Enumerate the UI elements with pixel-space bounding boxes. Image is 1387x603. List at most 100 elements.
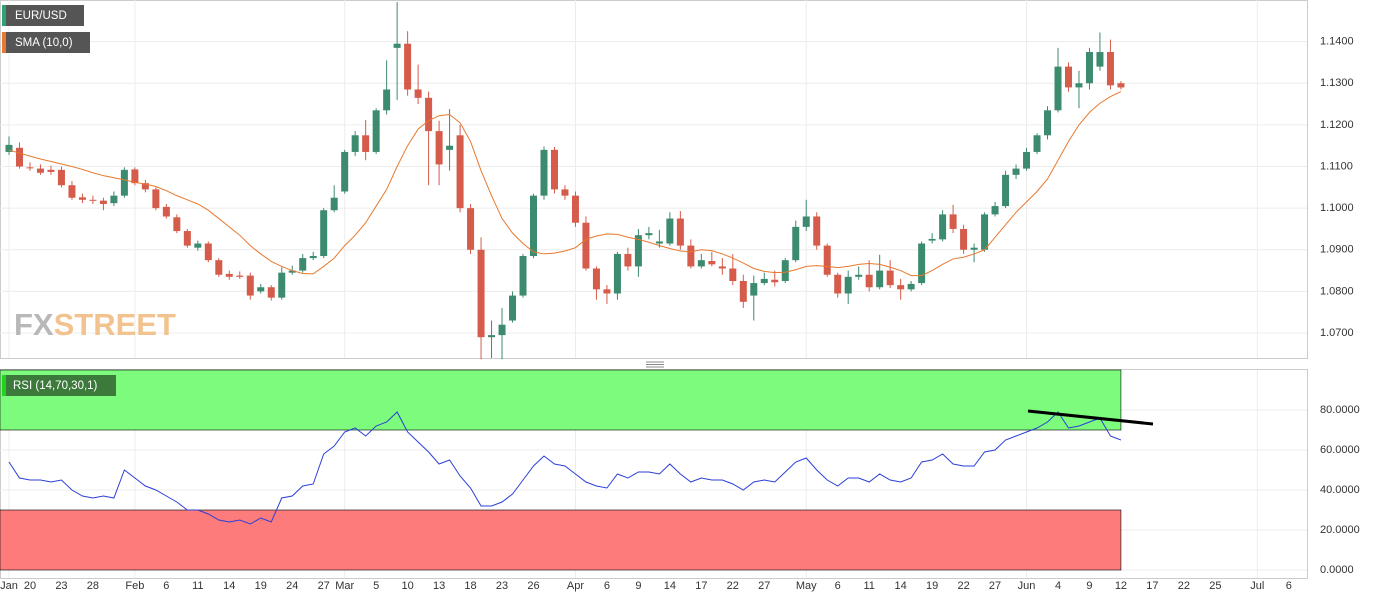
y-tick-label: 1.0800 <box>1320 285 1354 297</box>
x-tick-label: 14 <box>895 580 907 592</box>
candle-body <box>876 270 884 288</box>
panel-handle[interactable] <box>646 361 664 368</box>
legend-label: EUR/USD <box>15 10 67 22</box>
candle-body <box>498 324 506 336</box>
candle-body <box>446 145 454 150</box>
candle-body <box>981 214 989 250</box>
y-tick-label: 80.0000 <box>1320 404 1360 416</box>
candle-body <box>36 168 44 173</box>
candle-body <box>267 287 275 298</box>
candle-body <box>928 238 936 241</box>
candle-body <box>351 135 359 152</box>
x-tick-label: 4 <box>1055 580 1061 592</box>
candle-body <box>1033 135 1041 152</box>
legend-rsi: RSI (14,70,30,1) <box>2 375 116 396</box>
candle-body <box>718 266 726 269</box>
candle-body <box>750 283 758 296</box>
candle-body <box>152 189 160 209</box>
rsi-line <box>8 411 1122 525</box>
y-tick-label: 40.0000 <box>1320 484 1360 496</box>
candle-body <box>204 243 212 261</box>
legend-box <box>2 5 84 26</box>
x-tick-label: 17 <box>1146 580 1158 592</box>
x-tick-label: 6 <box>163 580 169 592</box>
watermark-street: STREET <box>54 307 176 342</box>
x-tick-label: May <box>796 580 817 592</box>
x-tick-label: 5 <box>373 580 379 592</box>
candle-body <box>1096 52 1104 67</box>
x-tick-label: Jul <box>1250 580 1264 592</box>
x-tick-label: 14 <box>223 580 235 592</box>
candle-body <box>362 135 370 152</box>
candle-body <box>781 260 789 281</box>
x-tick-label: 22 <box>957 580 969 592</box>
candle-body <box>215 260 223 275</box>
candle-body <box>1012 168 1020 175</box>
candle-body <box>68 185 76 198</box>
y-tick-label: 1.0900 <box>1320 244 1354 256</box>
x-tick-label: 27 <box>989 580 1001 592</box>
candle-body <box>540 149 548 196</box>
candle-body <box>57 169 65 186</box>
candle-body <box>330 197 338 211</box>
candle-body <box>949 214 957 229</box>
candle-body <box>1044 110 1052 136</box>
candle-body <box>603 289 611 294</box>
x-tick-label: 13 <box>433 580 445 592</box>
candle-body <box>141 183 149 190</box>
candle-body <box>886 270 894 286</box>
candle-body <box>414 89 422 98</box>
watermark-fx: FX <box>14 307 54 342</box>
candle-body <box>89 199 97 201</box>
candle-body <box>288 270 296 273</box>
y-tick-label: 1.1000 <box>1320 202 1354 214</box>
x-tick-label: 19 <box>255 580 267 592</box>
candle-body <box>1085 52 1093 84</box>
candle-body <box>278 272 286 298</box>
x-tick-label: 11 <box>192 580 203 592</box>
x-tick-label: Apr <box>567 580 584 592</box>
y-tick-label: 1.1200 <box>1320 119 1354 131</box>
candle-body <box>792 226 800 261</box>
overbought-band <box>0 369 1122 431</box>
candle-body <box>823 245 831 275</box>
candle-body <box>897 285 905 290</box>
candle-body <box>425 97 433 132</box>
candle-body <box>1054 66 1062 111</box>
candle-body <box>655 241 663 244</box>
candle-body <box>404 43 412 90</box>
candle-body <box>467 208 475 250</box>
candle-body <box>110 195 118 204</box>
x-tick-label: 6 <box>1286 580 1292 592</box>
legend-box <box>2 32 90 53</box>
candle-body <box>456 135 464 209</box>
candle-body <box>320 210 328 257</box>
sma-line <box>8 91 1122 277</box>
x-tick-label: 9 <box>1086 580 1092 592</box>
candle-body <box>907 283 915 290</box>
candle-body <box>939 214 947 240</box>
candle-body <box>1064 66 1072 88</box>
legend-swatch <box>2 32 6 53</box>
candle-body <box>729 268 737 281</box>
x-tick-label: Feb <box>125 580 144 592</box>
candle-body <box>970 247 978 250</box>
candle-body <box>991 206 999 215</box>
x-tick-label: 20 <box>24 580 36 592</box>
candle-body <box>760 278 768 284</box>
candle-body <box>194 243 202 248</box>
candle-body <box>624 253 632 267</box>
legend-price: EUR/USD SMA (10,0) <box>2 5 90 53</box>
x-tick-label: 25 <box>1209 580 1221 592</box>
candle-body <box>739 280 747 302</box>
x-tick-label: 14 <box>664 580 676 592</box>
candle-body <box>509 295 517 321</box>
candle-body <box>834 274 842 294</box>
candle-body <box>771 279 779 283</box>
candle-body <box>309 256 317 259</box>
x-tick-label: Jun <box>1018 580 1036 592</box>
x-tick-label: 18 <box>464 580 476 592</box>
legend-label: SMA (10,0) <box>15 37 73 49</box>
candle-body <box>865 274 873 288</box>
y-tick-label: 1.0700 <box>1320 327 1354 339</box>
